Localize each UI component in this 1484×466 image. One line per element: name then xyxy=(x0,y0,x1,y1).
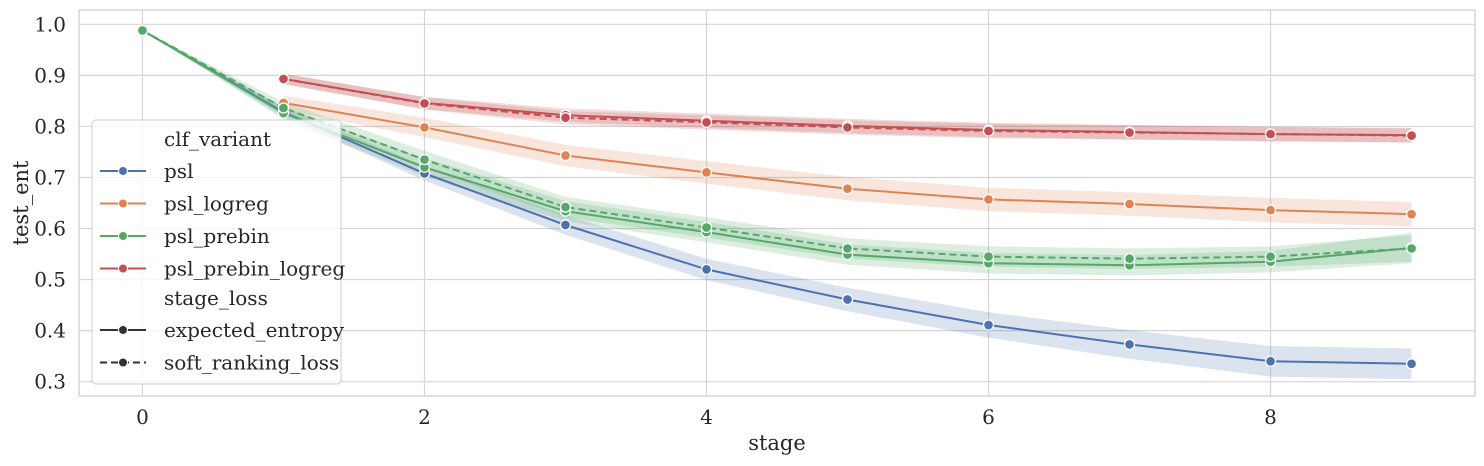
y-tick-label: 0.7 xyxy=(34,165,66,189)
series-markers xyxy=(136,24,1418,370)
confidence-band-psl-prebin-logreg-soft-ranking-loss xyxy=(283,73,1412,143)
data-point-psl-prebin-soft-ranking-loss xyxy=(841,242,854,255)
data-point-psl-logreg-expected-entropy xyxy=(559,149,572,162)
y-axis-title: test_ent xyxy=(9,160,33,246)
legend-style-title: stage_loss xyxy=(164,286,268,310)
y-tick-label: 0.5 xyxy=(34,268,66,292)
legend-hue-title: clf_variant xyxy=(164,127,271,151)
legend-swatch-marker xyxy=(118,263,128,274)
data-point-psl-prebin-logreg-soft-ranking-loss xyxy=(1405,129,1418,142)
y-tick-label: 0.9 xyxy=(34,63,66,87)
legend-label: psl xyxy=(164,159,193,183)
y-tick-label: 0.6 xyxy=(34,217,66,241)
legend-swatch-marker xyxy=(118,198,128,209)
x-tick-label: 6 xyxy=(982,405,995,429)
data-point-psl-expected-entropy xyxy=(841,293,854,306)
data-point-psl-expected-entropy xyxy=(559,219,572,231)
legend-style-swatch-marker xyxy=(118,325,128,335)
y-tick-label: 0.3 xyxy=(34,370,66,394)
confidence-band-psl-logreg-expected-entropy xyxy=(283,95,1412,227)
data-point-psl-prebin-soft-ranking-loss xyxy=(559,201,572,213)
y-axis-ticks: 0.3 0.4 0.5 0.6 0.7 0.8 0.9 1.0 xyxy=(34,12,66,393)
data-point-psl-prebin-logreg-soft-ranking-loss xyxy=(841,121,854,134)
data-point-psl-prebin-logreg-soft-ranking-loss xyxy=(418,97,431,110)
data-point-psl-prebin-soft-ranking-loss xyxy=(1264,250,1277,263)
series-line-psl-prebin-soft-ranking-loss xyxy=(142,29,1412,260)
data-point-psl-logreg-expected-entropy xyxy=(1405,208,1418,220)
data-point-psl-prebin-soft-ranking-loss xyxy=(1123,253,1136,265)
data-point-psl-expected-entropy xyxy=(1123,338,1136,351)
data-point-psl-logreg-expected-entropy xyxy=(418,121,431,134)
data-point-psl-prebin-logreg-soft-ranking-loss xyxy=(982,125,995,137)
data-point-psl-prebin-soft-ranking-loss xyxy=(1405,242,1418,255)
data-point-psl-prebin-logreg-soft-ranking-loss xyxy=(700,116,713,128)
series-line-psl-prebin-expected-entropy xyxy=(141,29,1412,267)
data-point-psl-logreg-expected-entropy xyxy=(700,166,713,179)
x-axis-title: stage xyxy=(748,431,806,455)
legend-swatch-marker xyxy=(118,231,128,241)
data-point-psl-prebin-soft-ranking-loss xyxy=(136,24,149,37)
legend-label: soft_ranking_loss xyxy=(164,351,339,375)
data-point-psl-prebin-soft-ranking-loss xyxy=(982,250,995,263)
data-point-psl-prebin-logreg-soft-ranking-loss xyxy=(277,73,290,85)
confidence-band-psl-prebin-logreg-expected-entropy xyxy=(283,73,1412,143)
data-point-psl-prebin-logreg-soft-ranking-loss xyxy=(1264,128,1277,140)
legend-swatch-marker xyxy=(118,166,128,176)
legend-label: psl_prebin_logreg xyxy=(164,257,345,281)
data-point-psl-logreg-expected-entropy xyxy=(841,183,854,195)
x-tick-label: 4 xyxy=(700,405,713,429)
data-point-psl-logreg-expected-entropy xyxy=(982,193,995,206)
legend-label: psl_prebin xyxy=(164,224,270,248)
y-tick-label: 0.4 xyxy=(34,319,66,343)
confidence-band-psl-prebin-expected-entropy xyxy=(142,30,1412,276)
data-point-psl-prebin-soft-ranking-loss xyxy=(700,221,713,234)
x-tick-label: 8 xyxy=(1264,405,1277,429)
data-point-psl-expected-entropy xyxy=(982,319,995,331)
data-point-psl-logreg-expected-entropy xyxy=(1264,204,1277,216)
x-axis-ticks: 0 2 4 6 8 xyxy=(136,405,1277,429)
x-tick-label: 2 xyxy=(418,405,431,429)
data-point-psl-expected-entropy xyxy=(1405,358,1418,370)
data-point-psl-logreg-expected-entropy xyxy=(1123,198,1136,210)
data-point-psl-prebin-soft-ranking-loss xyxy=(418,153,431,166)
x-tick-label: 0 xyxy=(136,405,149,429)
data-point-psl-expected-entropy xyxy=(700,263,713,276)
series-line-psl-expected-entropy xyxy=(141,29,1412,365)
legend-label: psl_logreg xyxy=(164,192,269,216)
legend-box xyxy=(91,119,342,385)
y-tick-label: 0.8 xyxy=(34,114,66,138)
data-point-psl-expected-entropy xyxy=(1264,355,1277,367)
y-tick-label: 1.0 xyxy=(34,12,66,36)
data-point-psl-prebin-logreg-soft-ranking-loss xyxy=(559,112,572,124)
legend-style-swatch-marker xyxy=(118,357,128,368)
data-point-psl-prebin-soft-ranking-loss xyxy=(277,102,290,114)
data-point-psl-prebin-logreg-soft-ranking-loss xyxy=(1123,126,1136,139)
legend-label: expected_entropy xyxy=(164,318,345,342)
